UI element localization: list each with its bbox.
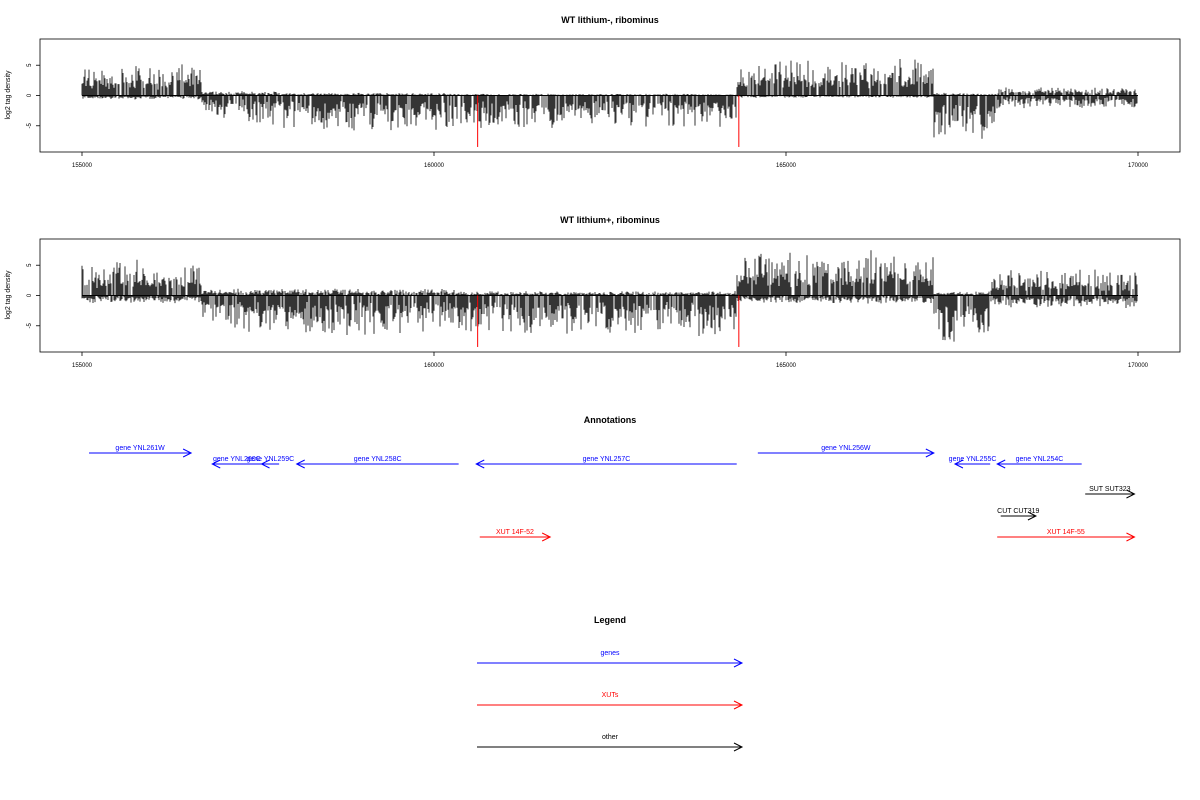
legend-label: genes [600,650,620,657]
arrow-head [733,700,744,710]
feature-label: gene YNL256W [821,445,871,452]
arrow-head [996,459,1006,469]
feature-label: CUT CUT319 [997,508,1039,515]
feature-xut-14f-55: XUT 14F-55 [997,529,1136,542]
arrow-head [1126,532,1136,542]
y-axis-label: log2 tag density [5,70,12,120]
y-tick-label: 5 [27,263,33,267]
legend-label: XUTs [602,692,619,699]
track-panel-lithium-plus: WT lithium+, ribominus log2 tag density … [5,215,1181,369]
y-tick-label: 0 [27,93,33,97]
x-tick-label: 160000 [424,363,445,369]
arrow-head [1126,489,1136,499]
arrow-head [953,459,964,469]
feature-label: gene YNL254C [1016,456,1064,463]
legend-items: genes XUTs other [477,650,744,752]
arrow-head [475,459,485,469]
y-tick-label: -5 [27,122,33,128]
density-bars [81,58,1138,147]
arrow-head [295,459,305,469]
x-tick-label: 165000 [776,363,797,369]
arrow-head [211,459,221,469]
arrow-head [541,532,552,542]
feature-gene-ynl257c: gene YNL257C [475,456,737,469]
arrow-head [182,448,193,458]
feature-gene-ynl256w: gene YNL256W [757,445,935,458]
x-tick-label: 155000 [72,163,93,169]
arrow-head [733,742,744,752]
feature-label: XUT 14F-52 [496,529,534,536]
arrow-head [260,459,270,469]
axes: 155000 160000 165000 170000 5 0 -5 [27,263,1149,369]
panel-title: WT lithium+, ribominus [560,215,660,225]
density-bars [81,250,1138,347]
x-tick-label: 160000 [424,163,445,169]
y-axis-label: log2 tag density [5,270,12,320]
feature-gene-ynl259c: gene YNL259C [246,456,294,469]
feature-gene-ynl260c: gene YNL260C [211,456,262,469]
feature-label: gene YNL260C [213,456,261,463]
axes: 155000 160000 165000 170000 5 0 -5 [27,63,1149,169]
feature-cut-cut319: CUT CUT319 [997,508,1040,521]
x-tick-label: 170000 [1128,163,1149,169]
feature-label: gene YNL258C [354,456,402,463]
legend-label: other [602,734,619,741]
feature-gene-ynl255c: gene YNL255C [949,456,997,469]
panel-title: WT lithium-, ribominus [561,15,659,25]
legend-item-genes: genes [477,650,744,668]
feature-label: gene YNL257C [583,456,631,463]
arrow-head [733,658,744,668]
x-tick-label: 170000 [1128,363,1149,369]
legend-title: Legend [594,615,626,625]
legend-item-xuts: XUTs [477,692,744,710]
y-tick-label: 5 [27,63,33,67]
track-panel-lithium-minus: WT lithium-, ribominus log2 tag density … [5,15,1181,169]
y-tick-label: -5 [27,322,33,328]
feature-label: SUT SUT323 [1089,486,1131,493]
arrow-head [1027,511,1038,521]
x-tick-label: 165000 [776,163,797,169]
feature-gene-ynl258c: gene YNL258C [295,456,459,469]
feature-label: XUT 14F-55 [1047,529,1085,536]
y-tick-label: 0 [27,293,33,297]
x-tick-label: 155000 [72,363,93,369]
feature-sut-sut323: SUT SUT323 [1085,486,1136,499]
feature-label: gene YNL261W [115,445,165,452]
annotations-title: Annotations [584,415,637,425]
feature-gene-ynl254c: gene YNL254C [996,456,1082,469]
legend-item-other: other [477,734,744,752]
feature-label: gene YNL255C [949,456,997,463]
arrow-head [925,448,935,458]
feature-xut-14f-52: XUT 14F-52 [479,529,552,542]
feature-label: gene YNL259C [246,456,294,463]
legend: Legend genes XUTs other [477,615,744,752]
feature-gene-ynl261w: gene YNL261W [89,445,193,458]
